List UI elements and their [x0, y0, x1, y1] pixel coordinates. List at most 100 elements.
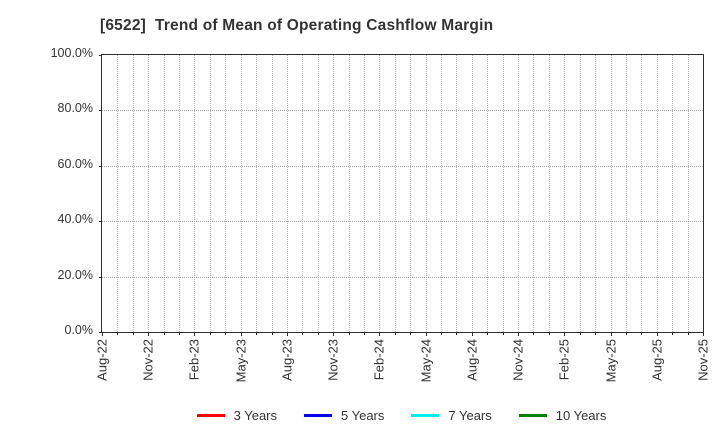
x-tick-label: Aug-22: [95, 339, 110, 381]
chart-title: [6522] Trend of Mean of Operating Cashfl…: [100, 17, 494, 34]
x-axis-tick: [363, 332, 365, 335]
vertical-gridline: [379, 55, 381, 332]
legend-line-swatch: [304, 413, 332, 417]
vertical-gridline: [348, 55, 350, 332]
x-axis-tick: [333, 332, 335, 336]
x-axis-tick: [179, 332, 181, 335]
x-tick-label: Nov-25: [696, 339, 711, 381]
vertical-gridline: [672, 55, 674, 332]
x-tick-label-text: May-23: [233, 339, 249, 383]
y-tick-label: 40.0%: [57, 212, 93, 227]
x-axis-tick: [687, 332, 689, 335]
vertical-gridline: [363, 55, 365, 332]
legend-item: 7 Years: [411, 407, 492, 423]
x-axis-tick: [610, 332, 612, 336]
vertical-gridline: [117, 55, 119, 332]
x-axis-tick: [348, 332, 350, 335]
y-axis-tick: [99, 165, 102, 167]
x-axis-tick: [672, 332, 674, 335]
vertical-gridline: [548, 55, 550, 332]
vertical-gridline: [317, 55, 319, 332]
vertical-gridline: [610, 55, 612, 332]
vertical-gridline: [410, 55, 412, 332]
y-axis-tick: [99, 276, 102, 278]
horizontal-gridline: [102, 165, 703, 167]
y-tick-label: 60.0%: [57, 156, 93, 171]
vertical-gridline: [394, 55, 396, 332]
x-tick-label: Feb-25: [557, 339, 572, 380]
x-tick-label-text: Aug-25: [649, 339, 665, 381]
x-tick-label-text: Feb-24: [371, 339, 387, 381]
horizontal-gridline: [102, 221, 703, 223]
x-axis-tick: [102, 332, 103, 336]
x-tick-label-text: Nov-23: [325, 339, 341, 381]
vertical-gridline: [441, 55, 443, 332]
vertical-gridline: [256, 55, 258, 332]
x-tick-label: May-24: [418, 339, 433, 382]
plot-area: Aug-22 Nov-22 Feb-23 May-23 Aug-23 Nov-23 Feb-…: [95, 54, 711, 382]
y-tick-label: 20.0%: [57, 267, 93, 282]
x-tick-label: Feb-24: [372, 339, 387, 380]
horizontal-gridline: [102, 110, 703, 112]
x-axis-tick: [625, 332, 627, 335]
legend-item: 3 Years: [196, 407, 277, 423]
x-axis-tick: [564, 332, 566, 336]
legend-label: 3 Years: [233, 407, 277, 423]
x-tick-label-text: Aug-22: [94, 339, 110, 381]
x-tick-label: May-25: [603, 339, 618, 382]
vertical-gridline: [194, 55, 196, 332]
y-axis-tick: [99, 55, 102, 56]
vertical-gridline: [302, 55, 304, 332]
x-axis-tick: [548, 332, 550, 335]
legend-label: 10 Years: [555, 407, 607, 423]
x-axis-tick: [286, 332, 288, 336]
legend-line-swatch: [196, 413, 225, 417]
x-tick-label-text: Feb-23: [186, 339, 202, 381]
x-tick-label: Feb-23: [187, 339, 202, 380]
vertical-gridline: [595, 55, 597, 332]
x-axis-tick: [471, 332, 473, 336]
legend-label: 7 Years: [448, 407, 492, 423]
x-axis-tick: [379, 332, 381, 336]
x-axis-tick: [163, 332, 165, 335]
x-tick-label: Nov-24: [511, 339, 526, 381]
x-axis-tick: [595, 332, 597, 335]
x-axis-tick: [441, 332, 443, 335]
vertical-gridline: [656, 55, 658, 332]
x-tick-label: Nov-23: [326, 339, 341, 381]
x-axis-tick: [148, 332, 150, 336]
x-tick-label-text: Aug-24: [464, 339, 480, 381]
vertical-gridline: [333, 55, 335, 332]
vertical-gridline: [132, 55, 134, 332]
legend-line-swatch: [411, 413, 440, 417]
vertical-gridline: [271, 55, 273, 332]
vertical-gridline: [179, 55, 181, 332]
x-axis-tick: [240, 332, 242, 336]
x-tick-label: Aug-24: [464, 339, 479, 381]
x-axis-tick: [456, 332, 458, 335]
x-axis-tick: [225, 332, 227, 335]
x-tick-label: Nov-22: [141, 339, 156, 381]
legend-item: 10 Years: [518, 407, 607, 423]
x-axis-tick: [641, 332, 643, 335]
x-axis-tick: [302, 332, 304, 335]
vertical-gridline: [456, 55, 458, 332]
x-axis-tick: [271, 332, 273, 335]
x-axis-tick: [317, 332, 319, 335]
x-axis-tick: [117, 332, 119, 335]
y-tick-label: 80.0%: [57, 101, 93, 116]
x-tick-label: May-23: [233, 339, 248, 382]
y-axis-tick: [99, 110, 102, 112]
vertical-gridline: [425, 55, 427, 332]
x-axis-tick: [394, 332, 396, 335]
x-tick-label-text: Nov-25: [695, 339, 711, 381]
vertical-gridline: [163, 55, 165, 332]
vertical-gridline: [579, 55, 581, 332]
x-axis-tick: [410, 332, 412, 335]
vertical-gridline: [533, 55, 535, 332]
legend-item: 5 Years: [304, 408, 384, 423]
vertical-gridline: [641, 55, 643, 332]
x-tick-label: Aug-23: [279, 339, 294, 381]
x-axis-tick: [425, 332, 427, 336]
